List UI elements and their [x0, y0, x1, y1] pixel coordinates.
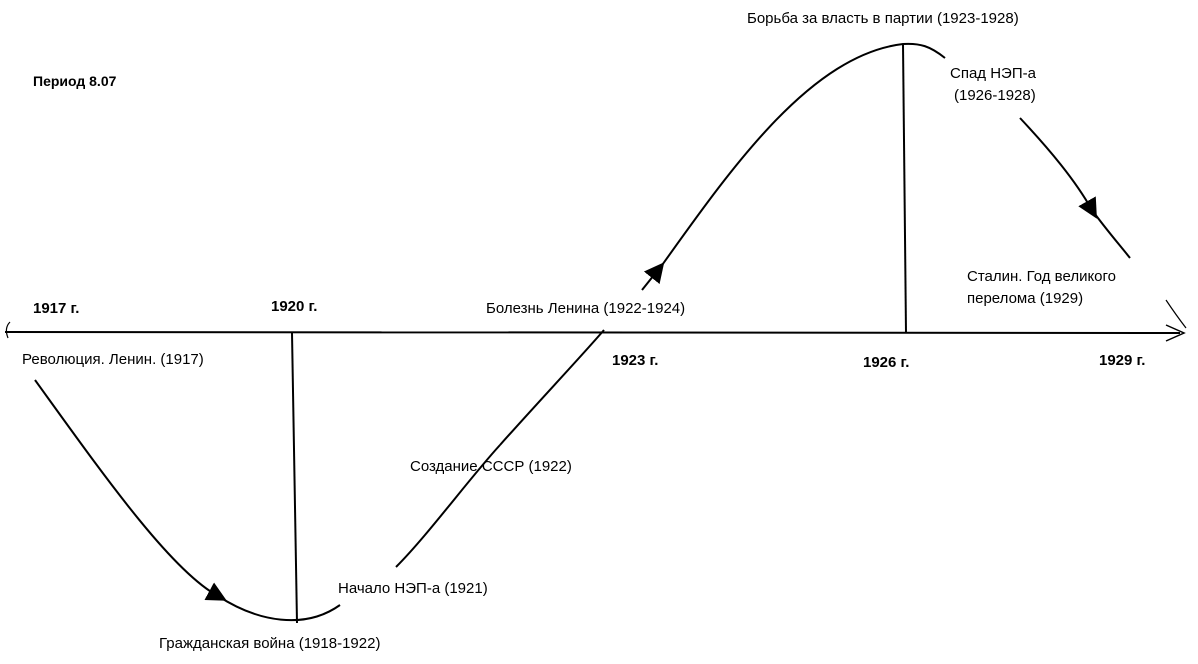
- year-label-1926: 1926 г.: [863, 354, 910, 371]
- year-label-1920: 1920 г.: [271, 298, 318, 315]
- axis-start-cap: [5, 321, 11, 339]
- event-nep-decline-years: (1926-1928): [954, 87, 1036, 104]
- event-ussr-creation: Создание СССР (1922): [410, 458, 572, 475]
- axis-end-tail: [1165, 299, 1187, 329]
- curve-nep-to-ussr: [395, 444, 501, 568]
- curve-civil-war-trough: [217, 595, 341, 622]
- page-title: Период 8.07: [33, 73, 117, 89]
- curve-decline-end: [1091, 209, 1131, 259]
- event-civil-war: Гражданская война (1918-1922): [159, 635, 381, 652]
- event-stalin-line2: перелома (1929): [967, 290, 1084, 307]
- event-nep-decline: Спад НЭП-а: [950, 65, 1036, 82]
- year-label-1917: 1917 г.: [33, 300, 80, 317]
- curve-revolution-to-civil-war: [34, 379, 227, 601]
- axis-arrow-icon: [1165, 324, 1186, 342]
- timeline-axis: [4, 331, 1181, 334]
- event-nep-start: Начало НЭП-а (1921): [338, 580, 488, 597]
- marker-1926: [902, 43, 907, 334]
- event-stalin-line1: Сталин. Год великого: [967, 268, 1117, 285]
- event-power-struggle: Борьба за власть в партии (1923-1928): [747, 10, 1019, 27]
- event-lenin-illness: Болезнь Ленина (1922-1924): [486, 300, 686, 317]
- year-label-1923: 1923 г.: [612, 352, 659, 369]
- curve-rise-to-peak: [659, 42, 946, 269]
- marker-1920: [291, 332, 298, 624]
- curve-ussr-to-lenin: [499, 329, 605, 446]
- curve-decline: [1019, 117, 1097, 219]
- year-label-1929: 1929 г.: [1099, 352, 1146, 369]
- curve-arrow-up: [641, 262, 665, 291]
- event-revolution: Революция. Ленин. (1917): [22, 351, 204, 368]
